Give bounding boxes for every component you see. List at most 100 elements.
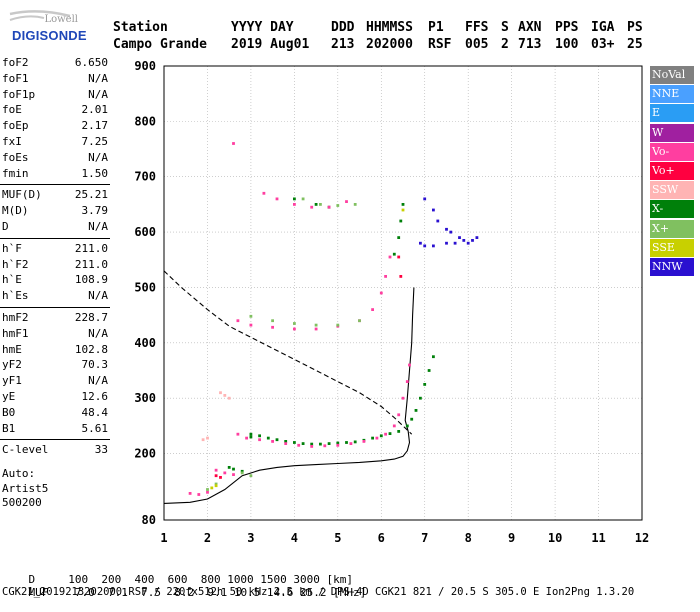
echo-point-x bbox=[301, 442, 305, 445]
param-name: h`E bbox=[2, 273, 22, 287]
param-separator bbox=[0, 439, 110, 441]
param-value: N/A bbox=[88, 150, 108, 164]
param-name: foF1 bbox=[2, 71, 29, 85]
echo-point-vo bbox=[345, 200, 348, 203]
param-name: B0 bbox=[2, 405, 16, 419]
echo-point-x bbox=[427, 369, 431, 372]
param-row-17: hmE 102.8 bbox=[2, 343, 108, 357]
echo-point-vo bbox=[379, 291, 383, 295]
footer-line: CGK21_2019213202000.RSF / 220fx512h 50 k… bbox=[2, 586, 635, 598]
echo-point-x bbox=[227, 466, 231, 469]
echo-point-x bbox=[405, 424, 409, 428]
echo-point-x bbox=[301, 197, 305, 201]
echo-point-x bbox=[336, 323, 340, 327]
echo-point-vo bbox=[214, 474, 218, 478]
param-name: yE bbox=[2, 390, 16, 403]
echo-point-vo bbox=[297, 443, 301, 447]
param-name: foE bbox=[2, 103, 22, 117]
param-value: 211.0 bbox=[74, 241, 108, 255]
auto-scaling-line2: Artist5 bbox=[2, 481, 49, 495]
param-row-10: D N/A bbox=[2, 220, 108, 234]
echo-point-nnw bbox=[475, 236, 479, 239]
param-value: 33 bbox=[94, 443, 108, 457]
param-row-16: hmF1 N/A bbox=[2, 327, 108, 341]
echo-point-ssw bbox=[223, 394, 227, 397]
param-value: 2.17 bbox=[81, 119, 109, 133]
param-value: 70.3 bbox=[81, 358, 109, 372]
echo-point-nnw bbox=[466, 241, 470, 245]
param-name: D bbox=[2, 220, 9, 233]
y-tick-label: 900 bbox=[134, 59, 156, 73]
param-name: foEp bbox=[2, 119, 29, 133]
muf-label: MUF bbox=[28, 586, 49, 599]
logo-swoosh-icon bbox=[9, 10, 71, 21]
legend-item-ssw: SSW bbox=[650, 181, 694, 200]
header-p1-label: P1 bbox=[428, 20, 444, 35]
param-value: 1.50 bbox=[81, 166, 109, 180]
y-tick-label: 80 bbox=[142, 513, 156, 527]
param-value: 102.8 bbox=[74, 342, 108, 356]
y-tick-label: 300 bbox=[134, 391, 156, 405]
param-value: 25.21 bbox=[74, 188, 108, 202]
echo-point-x bbox=[319, 203, 322, 206]
echo-point-ssw bbox=[227, 396, 231, 400]
echo-point-x bbox=[401, 203, 405, 206]
echo-point-x bbox=[388, 432, 392, 435]
echo-point-x bbox=[314, 323, 318, 327]
param-value: 3.79 bbox=[81, 204, 109, 218]
param-value: 5.61 bbox=[81, 421, 109, 435]
echo-point-x bbox=[423, 383, 427, 386]
logo-lowell-text: Lowell bbox=[44, 14, 78, 25]
echo-point-x bbox=[293, 441, 296, 444]
echo-point-vo bbox=[388, 255, 392, 259]
echo-point-vo bbox=[362, 440, 366, 443]
echo-point-x bbox=[206, 488, 209, 491]
echo-point-x bbox=[397, 236, 401, 239]
echo-point-x bbox=[249, 435, 253, 439]
echo-point-vo bbox=[336, 443, 340, 447]
header-pps-value: 100 bbox=[555, 37, 579, 52]
distance-label: D bbox=[28, 573, 36, 586]
echo-point-x bbox=[371, 436, 374, 440]
param-name: hmE bbox=[2, 342, 22, 356]
y-tick-label: 800 bbox=[134, 114, 156, 128]
echo-point-vo bbox=[206, 490, 209, 494]
param-row-15: hmF2 228.7 bbox=[2, 311, 108, 325]
echo-point-vo bbox=[293, 203, 296, 206]
param-row-14: h`Es N/A bbox=[2, 289, 108, 303]
param-value: 228.7 bbox=[74, 311, 108, 324]
echo-point-vo bbox=[310, 205, 314, 209]
param-separator bbox=[0, 184, 110, 186]
echo-point-vo bbox=[236, 319, 240, 323]
param-value: 211.0 bbox=[74, 257, 108, 271]
echo-point-vo bbox=[397, 413, 401, 417]
x-tick-label: 8 bbox=[465, 531, 472, 545]
echo-point-x bbox=[314, 203, 318, 206]
echo-point-x bbox=[275, 438, 279, 442]
echo-point-sse bbox=[214, 484, 218, 488]
echo-point-x bbox=[419, 396, 422, 400]
header-axn-label: AXN bbox=[518, 20, 542, 35]
y-tick-label: 200 bbox=[134, 447, 156, 461]
lowell-digisonde-logo: Lowell DIGISONDE bbox=[8, 8, 108, 48]
param-value: 48.4 bbox=[81, 405, 109, 419]
legend-item-vo: Vo- bbox=[650, 142, 694, 161]
param-value: N/A bbox=[88, 374, 108, 388]
echo-point-vo bbox=[197, 493, 201, 496]
header-ddd-value: 213 bbox=[331, 37, 355, 52]
echo-point-x bbox=[319, 442, 322, 446]
echo-point-x bbox=[293, 197, 296, 201]
muf-row: MUF 7.0 7.1 7.5 8.2 9.1 10.5 14.6 25.2 [… bbox=[2, 573, 367, 612]
header-axn-value: 713 bbox=[518, 37, 542, 52]
param-name: h`Es bbox=[2, 289, 29, 303]
x-tick-label: 4 bbox=[291, 531, 298, 545]
echo-point-vo bbox=[262, 191, 266, 195]
param-name: fxI bbox=[2, 135, 22, 148]
header-ps-value: 25 bbox=[627, 37, 643, 52]
param-row-9: M(D) 3.79 bbox=[2, 204, 108, 218]
echo-point-nnw bbox=[419, 241, 422, 245]
param-row-12: h`F2 211.0 bbox=[2, 258, 108, 272]
echo-point-x bbox=[399, 219, 403, 223]
auto-scaling-line1: Auto: bbox=[2, 467, 36, 481]
echo-point-vo bbox=[310, 445, 314, 448]
